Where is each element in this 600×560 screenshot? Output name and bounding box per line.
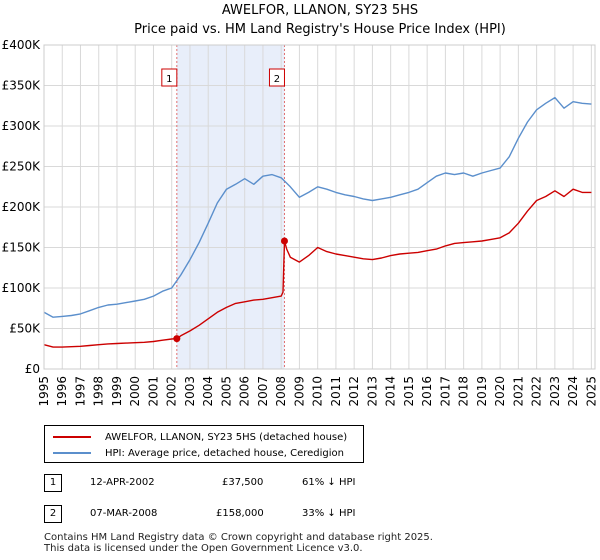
chart-subtitle: Price paid vs. HM Land Registry's House … bbox=[134, 22, 506, 37]
x-tick-label: 1997 bbox=[73, 376, 87, 407]
series-lines bbox=[43, 96, 592, 348]
annotation-box bbox=[161, 68, 178, 87]
x-tick-label: 1998 bbox=[92, 376, 106, 407]
x-tick-label: 2002 bbox=[165, 376, 179, 407]
x-tick-label: 1996 bbox=[55, 376, 69, 407]
legend-label-property: AWELFOR, LLANON, SY23 5HS (detached hous… bbox=[105, 431, 348, 443]
y-axis: £0 £50K £100K £150K £200K £250K £300K £350K £400… bbox=[2, 38, 42, 376]
x-tick-label: 2023 bbox=[548, 376, 562, 407]
x-tick-label: 2018 bbox=[457, 376, 471, 407]
x-tick-label: 2012 bbox=[347, 376, 361, 407]
transaction-markers bbox=[176, 45, 285, 369]
x-tick-label: 2008 bbox=[274, 376, 288, 407]
x-tick-label: 2014 bbox=[384, 376, 398, 407]
transaction-badge: 2 bbox=[44, 505, 62, 523]
plot-frame bbox=[43, 44, 596, 370]
transaction-hpi-diff: 33% ↓ HPI bbox=[302, 508, 356, 519]
y-tick-label: £0 bbox=[25, 362, 40, 376]
x-tick-label: 2010 bbox=[311, 376, 325, 407]
y-tick-label: £100K bbox=[2, 281, 42, 295]
hpi-line bbox=[43, 96, 592, 318]
x-tick-label: 2016 bbox=[420, 376, 434, 407]
footer-attribution: Contains HM Land Registry data © Crown c… bbox=[44, 532, 433, 554]
legend-label-hpi: HPI: Average price, detached house, Cere… bbox=[105, 447, 344, 459]
x-tick-label: 2024 bbox=[566, 376, 580, 407]
x-tick-label: 2022 bbox=[530, 376, 544, 407]
x-tick-label: 2003 bbox=[183, 376, 197, 407]
grid-lines bbox=[43, 44, 595, 370]
chart-canvas: AWELFOR, LLANON, SY23 5HS Price paid vs.… bbox=[2, 3, 599, 407]
x-tick-label: 2006 bbox=[238, 376, 252, 407]
x-tick-label: 2004 bbox=[201, 376, 215, 407]
y-tick-label: £150K bbox=[2, 241, 42, 255]
x-axis: 1995 1996 1997 1998 1999 2000 2001 2002 2003 2004… bbox=[37, 376, 598, 407]
x-tick-label: 2011 bbox=[329, 376, 343, 407]
x-tick-label: 2013 bbox=[365, 376, 379, 407]
transaction-date: 07-MAR-2008 bbox=[90, 508, 158, 519]
annotation-box bbox=[268, 68, 285, 87]
transaction-date: 12-APR-2002 bbox=[90, 477, 155, 488]
footer-line-2: This data is licensed under the Open Gov… bbox=[44, 543, 363, 554]
y-tick-label: £300K bbox=[2, 119, 42, 133]
x-tick-label: 2017 bbox=[438, 376, 452, 407]
x-tick-label: 2007 bbox=[256, 376, 270, 407]
x-tick-label: 2019 bbox=[475, 376, 489, 407]
property-price-line bbox=[43, 188, 592, 348]
transaction-badge: 1 bbox=[44, 474, 62, 492]
y-tick-label: £250K bbox=[2, 160, 42, 174]
legend-swatch-blue bbox=[53, 452, 91, 454]
legend-entry-property: AWELFOR, LLANON, SY23 5HS (detached hous… bbox=[53, 429, 347, 445]
x-tick-label: 2021 bbox=[511, 376, 525, 407]
legend: AWELFOR, LLANON, SY23 5HS (detached hous… bbox=[44, 425, 364, 463]
transaction-price: £158,000 bbox=[216, 508, 264, 519]
y-tick-label: £200K bbox=[2, 200, 42, 214]
legend-swatch-red bbox=[53, 436, 91, 438]
sale-point bbox=[173, 335, 181, 343]
x-tick-label: 2009 bbox=[292, 376, 306, 407]
y-tick-label: £400K bbox=[2, 38, 42, 52]
annotation-label: 1 bbox=[166, 74, 172, 85]
transaction-hpi-diff: 61% ↓ HPI bbox=[302, 477, 356, 488]
sale-point bbox=[280, 237, 288, 245]
x-tick-label: 2020 bbox=[493, 376, 507, 407]
x-tick-label: 1995 bbox=[37, 376, 51, 407]
footer-line-1: Contains HM Land Registry data © Crown c… bbox=[44, 532, 433, 543]
x-tick-label: 1999 bbox=[110, 376, 124, 407]
transaction-price: £37,500 bbox=[222, 477, 264, 488]
annotation-label: 2 bbox=[274, 74, 280, 85]
x-tick-label: 2000 bbox=[128, 376, 142, 407]
y-tick-label: £350K bbox=[2, 79, 42, 93]
x-tick-label: 2015 bbox=[402, 376, 416, 407]
x-tick-label: 2005 bbox=[219, 376, 233, 407]
legend-entry-hpi: HPI: Average price, detached house, Cere… bbox=[53, 445, 344, 461]
chart-title: AWELFOR, LLANON, SY23 5HS bbox=[222, 3, 418, 18]
y-tick-label: £50K bbox=[9, 322, 41, 336]
x-tick-label: 2025 bbox=[584, 376, 598, 407]
x-tick-label: 2001 bbox=[146, 376, 160, 407]
